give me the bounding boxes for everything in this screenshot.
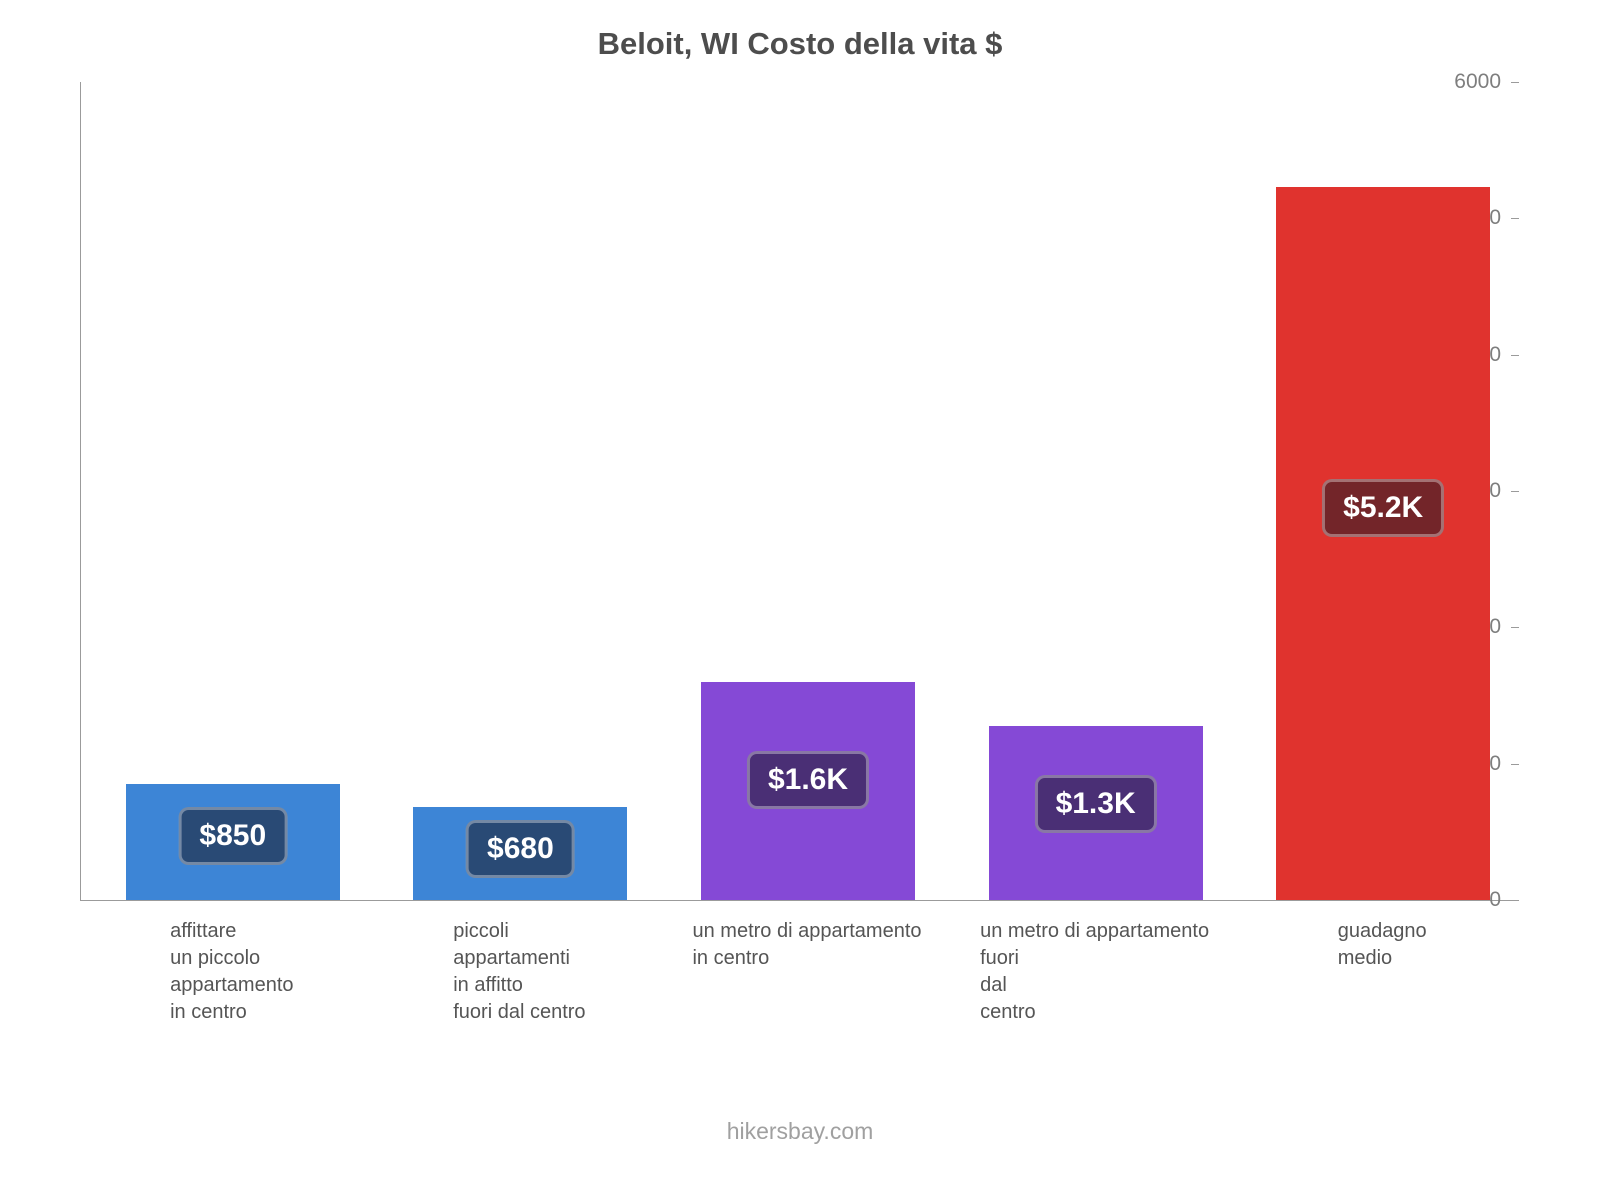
y-tick-mark	[1511, 763, 1519, 765]
y-tick-mark	[1511, 900, 1519, 901]
x-category-label: un metro di appartamento in centro	[692, 920, 922, 969]
bar	[1276, 186, 1491, 900]
y-tick-mark	[1511, 218, 1519, 220]
x-category-label: guadagno medio	[1337, 920, 1427, 969]
bar-value-label: $1.6K	[746, 751, 870, 810]
bar-value-label: $850	[178, 807, 288, 866]
bar-value-label: $1.3K	[1034, 775, 1157, 834]
bar-value-label: $5.2K	[1322, 478, 1445, 537]
y-tick-label: 6000	[1454, 70, 1501, 93]
y-tick-mark	[1511, 627, 1519, 629]
x-axis-category-labels: affittare un piccolo appartamento in centro…	[80, 918, 1518, 1078]
bar-value-label: $680	[466, 820, 575, 878]
y-tick-mark	[1511, 82, 1519, 83]
footer-watermark: hikersbay.com	[726, 1118, 874, 1144]
x-category-label: piccoli appartamenti in affitto fuori dal c…	[453, 920, 586, 1023]
plot-area: 0100020003000400050006000$850$680$1.6K$1…	[80, 70, 1519, 911]
y-tick-label: 0	[1489, 888, 1501, 911]
x-category-label: affittare un piccolo appartamento in centro	[170, 920, 294, 1023]
y-tick-mark	[1511, 354, 1519, 356]
x-category-label: un metro di appartamento fuori dal centro	[980, 920, 1210, 1023]
chart-title: Beloit, WI Costo della vita $	[597, 26, 1003, 61]
y-tick-mark	[1511, 491, 1519, 492]
